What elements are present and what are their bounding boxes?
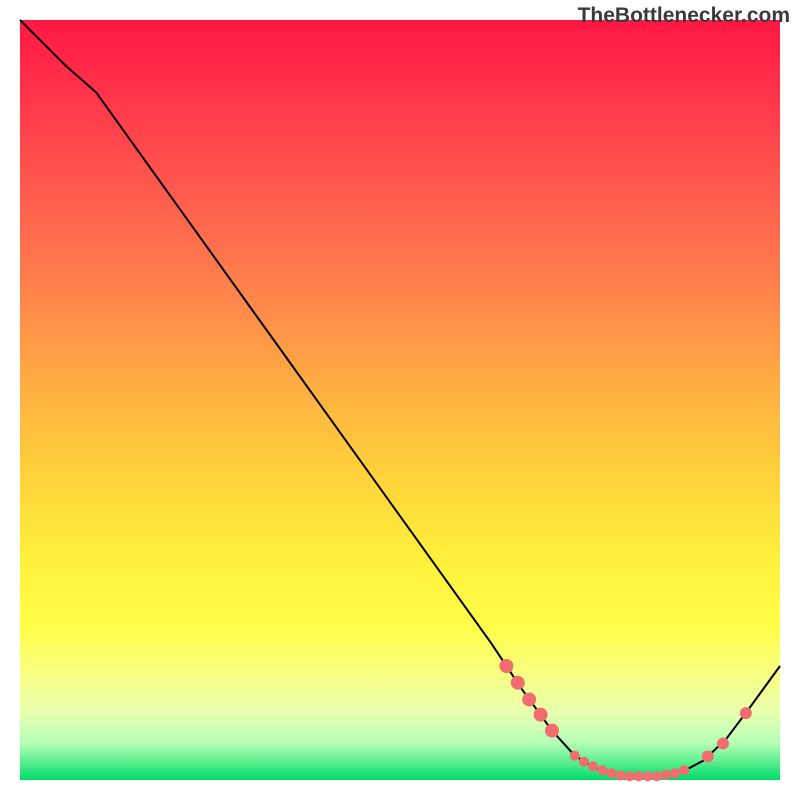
chart-container: TheBottlenecker.com <box>0 0 800 800</box>
data-marker <box>545 724 559 738</box>
data-marker <box>661 770 671 780</box>
data-marker <box>511 676 525 690</box>
data-marker <box>702 750 714 762</box>
data-marker <box>570 751 580 761</box>
bottleneck-curve-chart <box>0 0 800 800</box>
chart-background <box>20 20 780 780</box>
data-marker <box>499 659 513 673</box>
data-marker <box>740 707 752 719</box>
data-marker <box>588 761 598 771</box>
data-marker <box>634 771 644 781</box>
data-marker <box>534 708 548 722</box>
data-marker <box>597 765 607 775</box>
data-marker <box>615 770 625 780</box>
data-marker <box>522 692 536 706</box>
data-marker <box>670 768 680 778</box>
data-marker <box>606 768 616 778</box>
data-marker <box>679 765 689 775</box>
data-marker <box>579 757 589 767</box>
data-marker <box>625 771 635 781</box>
data-marker <box>643 771 653 781</box>
watermark-text: TheBottlenecker.com <box>578 4 790 28</box>
data-marker <box>652 771 662 781</box>
data-marker <box>717 738 729 750</box>
